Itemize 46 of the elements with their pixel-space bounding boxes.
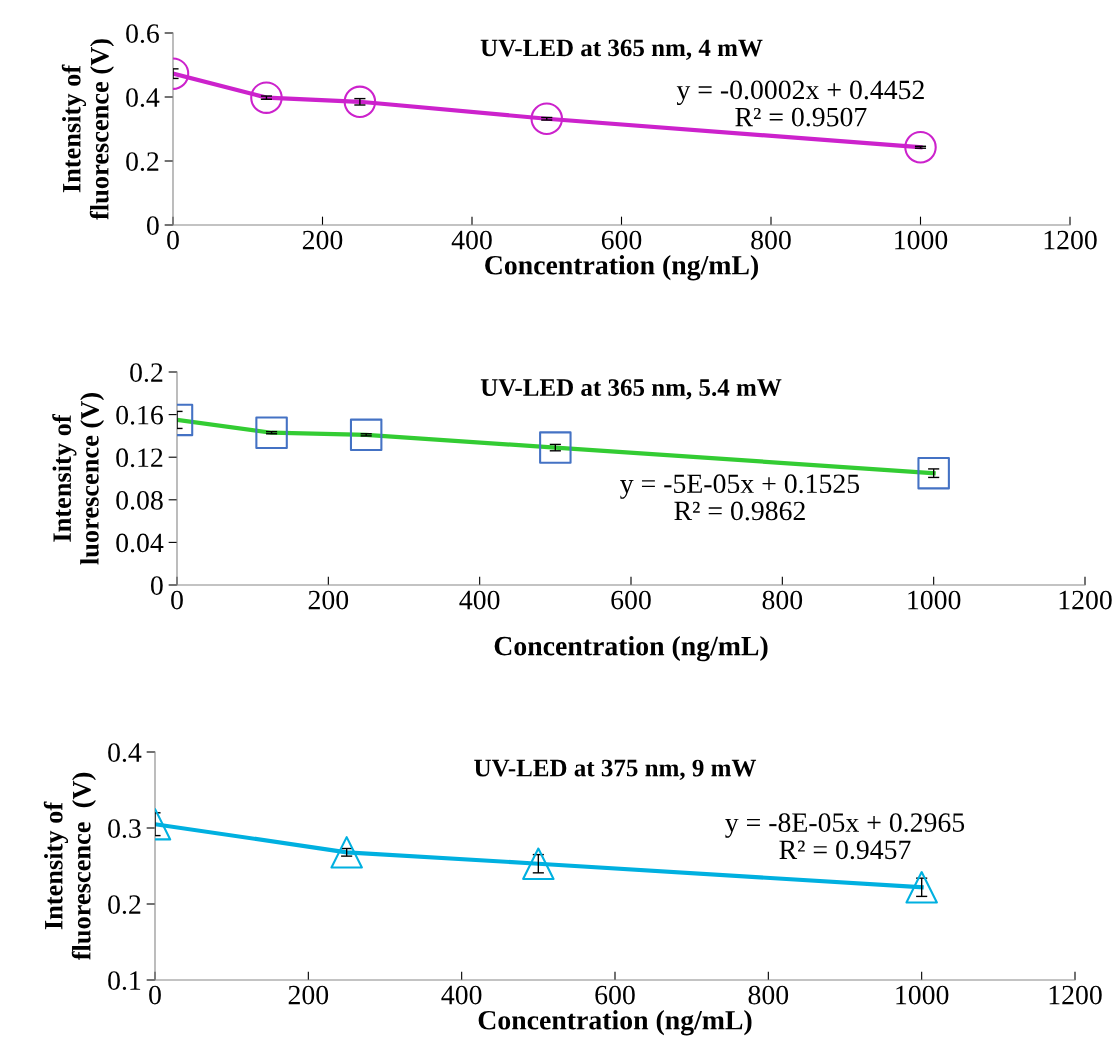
x-tick-label: 0	[167, 230, 179, 250]
y-tick-label: 0.2	[130, 363, 163, 383]
x-axis-title: Concentration (ng/mL)	[494, 635, 768, 662]
chart-title: UV-LED at 365 nm, 5.4 mW	[480, 379, 782, 400]
x-axis-title: Concentration (ng/mL)	[478, 1010, 752, 1036]
x-axis-title: Concentration (ng/mL)	[485, 255, 759, 281]
y-tick-label: 0.08	[116, 490, 163, 510]
y-tick-label: 0.2	[126, 152, 159, 172]
y-tick-label: 0.2	[108, 895, 141, 915]
x-tick-label: 1000	[896, 985, 949, 1005]
chart-title: UV-LED at 365 nm, 4 mW	[480, 39, 763, 60]
x-tick-label: 200	[308, 590, 349, 610]
x-tick-label: 200	[288, 985, 329, 1005]
y-tick-label: 0.6	[126, 24, 159, 44]
y-tick-label: 0	[146, 216, 159, 235]
y-axis-title: Intensity of fluorescence (V)	[43, 772, 96, 961]
x-tick-label: 600	[601, 230, 642, 250]
chart-title: UV-LED at 375 nm, 9 mW	[474, 759, 757, 781]
y-tick-label: 0.4	[126, 88, 160, 108]
annotation: y = -8E-05x + 0.2965 R² = 0.9457	[725, 813, 965, 860]
annotation: y = -0.0002x + 0.4452 R² = 0.9507	[676, 80, 924, 127]
y-tick-label: 0.3	[108, 819, 141, 839]
x-tick-label: 0	[171, 590, 183, 610]
x-tick-label: 400	[451, 230, 492, 250]
x-tick-label: 400	[459, 590, 500, 610]
y-tick-label: 0.4	[108, 743, 142, 763]
y-axis-title: Intensity of luorescence (V)	[52, 393, 105, 565]
x-tick-label: 800	[762, 590, 803, 610]
y-tick-label: 0.04	[116, 533, 164, 553]
y-tick-label: 0.1	[108, 971, 141, 991]
annotation: y = -5E-05x + 0.1525 R² = 0.9862	[620, 474, 860, 521]
y-axis-title: Intensity of fluorescence (V)	[61, 39, 114, 220]
x-tick-label: 1200	[1049, 985, 1102, 1005]
x-tick-label: 800	[751, 230, 791, 250]
x-tick-label: 1000	[895, 230, 948, 250]
x-tick-label: 600	[595, 985, 635, 1005]
x-tick-label: 600	[611, 590, 651, 610]
x-tick-label: 800	[748, 985, 789, 1005]
x-tick-label: 1000	[908, 590, 961, 610]
x-tick-label: 1200	[1044, 230, 1097, 250]
x-tick-label: 200	[302, 230, 343, 250]
y-tick-label: 0.16	[116, 405, 163, 425]
x-tick-label: 400	[441, 985, 482, 1005]
x-tick-label: 1200	[1059, 590, 1112, 610]
y-tick-label: 0.12	[116, 448, 163, 468]
y-tick-label: 0	[150, 576, 163, 595]
